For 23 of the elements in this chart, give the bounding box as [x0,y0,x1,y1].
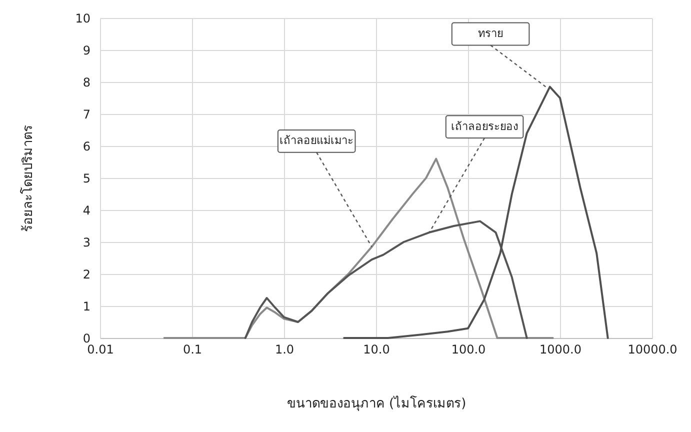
y-tick-label: 8 [82,76,90,90]
y-tick-label: 7 [82,108,90,122]
annotation: เถ้าลอยแม่เมาะ [280,134,354,148]
y-tick-label: 1 [82,300,90,314]
y-tick-label: 2 [82,268,90,282]
x-tick-label: 0.01 [87,342,114,356]
annotation: เถ้าลอยระยอง [451,120,518,133]
y-tick-label: 6 [82,140,90,154]
x-tick-label: 1000.0 [540,342,582,356]
y-tick-label: 0 [82,332,90,346]
x-tick-label: 10000.0 [628,342,678,356]
y-tick-label: 5 [82,172,90,186]
x-tick-label: 0.1 [182,342,202,356]
y-tick-label: 3 [82,236,90,250]
x-tick-label: 1.0 [274,342,294,356]
x-tick-label: 10.0 [363,342,390,356]
x-axis-title: ขนาดของอนุภาค (ไมโครเมตร) [286,396,466,412]
y-tick-label: 4 [82,204,90,218]
annotation: ทราย [478,27,504,40]
x-tick-label: 100.0 [451,342,486,356]
y-tick-label: 9 [82,44,90,58]
y-tick-label: 10 [75,12,90,26]
y-axis-title: ร้อยละโดยปริมาตร [20,125,36,232]
